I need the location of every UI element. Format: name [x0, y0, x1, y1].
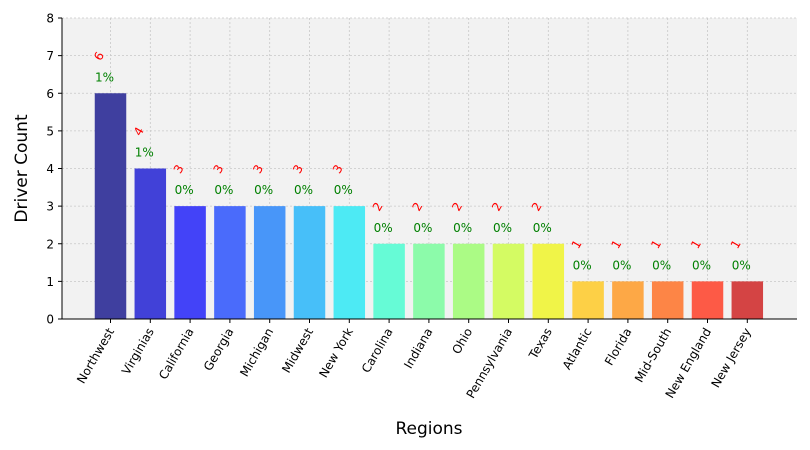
bar — [452, 243, 485, 319]
x-tick-label: New Jersey — [708, 326, 753, 391]
percent-label: 0% — [254, 183, 273, 197]
percent-label: 0% — [573, 258, 592, 272]
bar — [691, 281, 724, 319]
bar — [413, 243, 445, 319]
bars — [94, 93, 764, 319]
bar — [492, 243, 525, 319]
y-ticks: 0 1 2 3 4 5 6 7 8 — [46, 12, 62, 327]
percent-label: 0% — [692, 258, 711, 272]
x-tick-label: New York — [316, 325, 356, 380]
bar — [612, 281, 644, 319]
percent-label: 0% — [294, 183, 313, 197]
bar — [532, 243, 565, 319]
bar — [174, 206, 206, 319]
x-tick-label: Michigan — [237, 326, 276, 380]
y-tick-label: 6 — [46, 87, 54, 101]
y-tick-label: 3 — [46, 200, 54, 214]
x-tick-label: Ohio — [449, 326, 475, 357]
y-tick-label: 8 — [46, 12, 54, 26]
percent-label: 0% — [612, 258, 631, 272]
x-tick-label: Florida — [602, 326, 635, 368]
percent-label: 0% — [493, 221, 512, 235]
y-tick-label: 5 — [46, 124, 54, 138]
y-axis-title: Driver Count — [12, 114, 32, 223]
x-tick-label: Northwest — [74, 325, 117, 386]
percent-label: 0% — [334, 183, 353, 197]
bar — [94, 93, 127, 319]
x-ticks: Northwest Virginias California Georgia Michi… — [74, 319, 754, 401]
percent-label: 0% — [453, 221, 472, 235]
bar — [333, 206, 366, 319]
x-axis-title: Regions — [395, 419, 462, 439]
bar — [651, 281, 684, 319]
x-tick-label: Carolina — [359, 326, 396, 376]
percent-label: 0% — [413, 221, 432, 235]
percent-label: 0% — [374, 221, 393, 235]
x-tick-label: Virginias — [119, 326, 157, 378]
bar — [253, 206, 286, 319]
bar — [214, 206, 246, 319]
bar — [731, 281, 764, 319]
x-tick-label: Midwest — [279, 325, 316, 375]
x-tick-label: Indiana — [401, 326, 435, 371]
percent-label: 0% — [214, 183, 233, 197]
percent-label: 0% — [533, 221, 552, 235]
x-tick-label: Atlantic — [560, 326, 595, 373]
x-tick-label: Texas — [526, 326, 555, 363]
percent-label: 1% — [95, 70, 114, 84]
y-tick-label: 4 — [46, 162, 54, 176]
x-tick-label: California — [156, 326, 197, 382]
x-tick-label: Georgia — [201, 326, 237, 374]
y-tick-label: 7 — [46, 49, 54, 63]
percent-label: 0% — [732, 258, 751, 272]
bar — [572, 281, 604, 319]
bar — [373, 243, 405, 319]
bar — [134, 168, 167, 319]
percent-label: 1% — [135, 146, 154, 160]
y-tick-label: 1 — [46, 275, 54, 289]
percent-label: 0% — [652, 258, 671, 272]
y-tick-label: 0 — [46, 313, 54, 327]
percent-label: 0% — [175, 183, 194, 197]
y-tick-label: 2 — [46, 237, 54, 251]
bar — [293, 206, 326, 319]
x-tick-label: Mid-South — [632, 326, 674, 385]
